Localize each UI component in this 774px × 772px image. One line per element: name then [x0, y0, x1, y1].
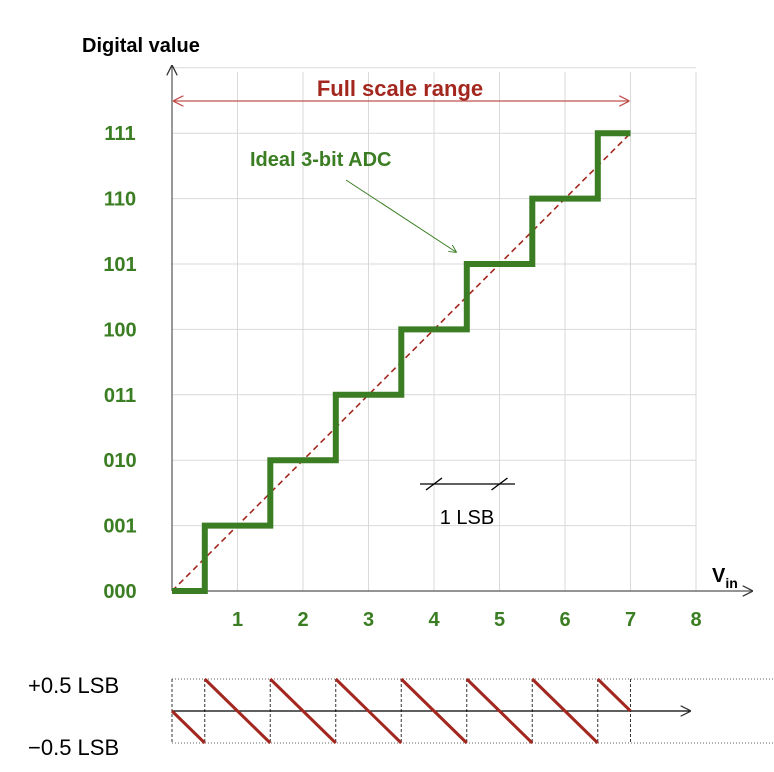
- tick-labels: 1 2 3 4 5 6 7 8 000 001 010 011 100 101 110 111: [103, 123, 701, 631]
- y-tick-label: 010: [103, 450, 136, 472]
- y-axis-title: Digital value: [82, 35, 200, 57]
- y-tick-label: 100: [103, 319, 136, 341]
- x-axis-title: Vin: [712, 565, 738, 591]
- x-tick-label: 2: [297, 609, 308, 631]
- y-tick-label: 101: [103, 254, 136, 276]
- plot-area: [171, 101, 632, 594]
- y-tick-label: 001: [103, 516, 136, 538]
- error-lower-label: −0.5 LSB: [28, 735, 119, 760]
- x-tick-label: 3: [363, 609, 374, 631]
- x-tick-label: 8: [690, 609, 701, 631]
- lsb-label: 1 LSB: [440, 507, 494, 529]
- y-tick-label: 000: [103, 581, 136, 603]
- error-upper-label: +0.5 LSB: [28, 673, 119, 698]
- x-tick-label: 1: [232, 609, 243, 631]
- error-segment: [269, 677, 337, 745]
- y-tick-label: 011: [104, 385, 136, 407]
- ideal-adc-label: Ideal 3-bit ADC: [250, 149, 392, 171]
- staircase-series-line: [172, 130, 631, 594]
- grid: [172, 67, 697, 591]
- error-segment: [203, 677, 272, 745]
- error-segment: [465, 677, 534, 745]
- ideal-label-pointer: [345, 179, 456, 252]
- error-plot: [170, 677, 774, 745]
- lsb-tick-left: [425, 477, 443, 491]
- y-tick-label: 110: [104, 189, 136, 211]
- error-segment: [334, 677, 403, 745]
- error-segment: [596, 677, 632, 713]
- error-segment: [400, 677, 468, 745]
- x-axis-title-main: V: [712, 565, 726, 587]
- full-scale-label: Full scale range: [317, 76, 483, 101]
- lsb-tick-right: [491, 477, 508, 491]
- x-tick-label: 7: [625, 609, 636, 631]
- axes: [172, 66, 752, 591]
- x-tick-label: 5: [494, 609, 505, 631]
- error-segment: [170, 709, 206, 745]
- x-axis-title-sub: in: [725, 575, 737, 591]
- error-segment: [531, 677, 599, 745]
- x-tick-label: 6: [559, 609, 570, 631]
- y-tick-label: 111: [104, 123, 135, 145]
- x-tick-label: 4: [428, 609, 440, 631]
